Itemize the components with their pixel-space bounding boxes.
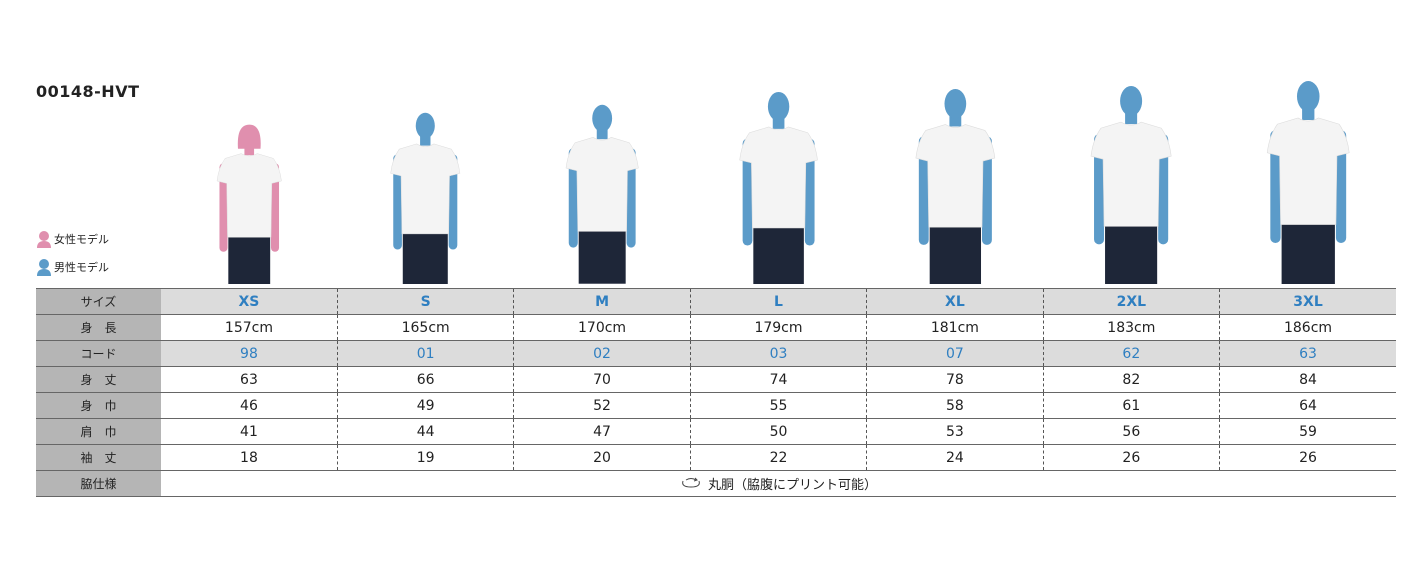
cell: 63	[1219, 340, 1396, 367]
male-model-figure	[382, 111, 469, 288]
male-person-icon	[37, 259, 51, 276]
row-label: サイズ	[36, 288, 161, 315]
cell: M	[513, 288, 691, 315]
male-model-figure	[557, 103, 647, 288]
cell: S	[336, 288, 514, 315]
row-body-width: 身 巾 46 49 52 55 58 61 64	[36, 392, 1396, 419]
side-spec-value: 丸胴（脇腹にプリント可能）	[707, 477, 877, 493]
cell: 82	[1042, 366, 1220, 393]
cell: 84	[1219, 366, 1396, 393]
cell: 02	[513, 340, 691, 367]
cell: 157cm	[161, 314, 338, 341]
cell: 59	[1219, 418, 1396, 445]
legend-male: 男性モデル	[36, 258, 109, 276]
cell: 64	[1219, 392, 1396, 419]
legend-female: 女性モデル	[36, 230, 109, 248]
cell: 18	[161, 444, 338, 471]
cell: 179cm	[689, 314, 867, 341]
cell: 78	[866, 366, 1044, 393]
male-model-figure	[1081, 84, 1181, 288]
row-sleeve-length: 袖 丈 18 19 20 22 24 26 26	[36, 444, 1396, 471]
row-label: コード	[36, 340, 161, 367]
row-label: 身 丈	[36, 366, 161, 393]
male-model-figure	[730, 90, 827, 288]
cell: 181cm	[866, 314, 1044, 341]
cell: 07	[866, 340, 1044, 367]
side-spec-cell: 丸胴（脇腹にプリント可能）	[161, 470, 1396, 497]
legend-female-label: 女性モデル	[54, 233, 109, 246]
product-code: 00148-HVT	[36, 82, 140, 101]
model-photos	[161, 0, 1396, 288]
row-label: 肩 巾	[36, 418, 161, 445]
cell: 2XL	[1042, 288, 1220, 315]
cell: 03	[689, 340, 867, 367]
female-model-figure	[209, 123, 290, 288]
cell: 66	[336, 366, 514, 393]
cell: 53	[866, 418, 1044, 445]
cell: L	[689, 288, 867, 315]
cell: 44	[336, 418, 514, 445]
legend-male-label: 男性モデル	[54, 261, 109, 274]
row-side-spec: 脇仕様 丸胴（脇腹にプリント可能）	[36, 470, 1396, 497]
cell: XL	[866, 288, 1044, 315]
cell: 56	[1042, 418, 1220, 445]
cell: 3XL	[1219, 288, 1396, 315]
row-shoulder-width: 肩 巾 41 44 47 50 53 56 59	[36, 418, 1396, 445]
row-code: コード 98 01 02 03 07 62 63	[36, 340, 1396, 367]
cell: 46	[161, 392, 338, 419]
cell: 20	[513, 444, 691, 471]
row-height: 身 長 157cm 165cm 170cm 179cm 181cm 183cm 186cm	[36, 314, 1396, 341]
cell: 170cm	[513, 314, 691, 341]
cell: 26	[1042, 444, 1220, 471]
row-label: 脇仕様	[36, 470, 161, 497]
male-model-figure	[906, 87, 1005, 288]
cell: 183cm	[1042, 314, 1220, 341]
cell: 58	[866, 392, 1044, 419]
cell: 55	[689, 392, 867, 419]
female-person-icon	[37, 231, 51, 248]
cell: XS	[161, 288, 338, 315]
cell: 24	[866, 444, 1044, 471]
cell: 50	[689, 418, 867, 445]
cell: 49	[336, 392, 514, 419]
round-body-icon	[680, 477, 702, 493]
cell: 01	[336, 340, 514, 367]
cell: 98	[161, 340, 338, 367]
row-label: 袖 丈	[36, 444, 161, 471]
row-size: サイズ XS S M L XL 2XL 3XL	[36, 288, 1396, 315]
row-label: 身 巾	[36, 392, 161, 419]
cell: 19	[336, 444, 514, 471]
cell: 165cm	[336, 314, 514, 341]
cell: 26	[1219, 444, 1396, 471]
cell: 47	[513, 418, 691, 445]
male-model-figure	[1257, 79, 1360, 288]
cell: 63	[161, 366, 338, 393]
cell: 70	[513, 366, 691, 393]
cell: 62	[1042, 340, 1220, 367]
cell: 41	[161, 418, 338, 445]
cell: 52	[513, 392, 691, 419]
cell: 74	[689, 366, 867, 393]
size-table: サイズ XS S M L XL 2XL 3XL 身 長 157cm 165cm 170cm 179cm 1…	[36, 288, 1396, 497]
row-body-length: 身 丈 63 66 70 74 78 82 84	[36, 366, 1396, 393]
cell: 186cm	[1219, 314, 1396, 341]
cell: 22	[689, 444, 867, 471]
row-label: 身 長	[36, 314, 161, 341]
cell: 61	[1042, 392, 1220, 419]
